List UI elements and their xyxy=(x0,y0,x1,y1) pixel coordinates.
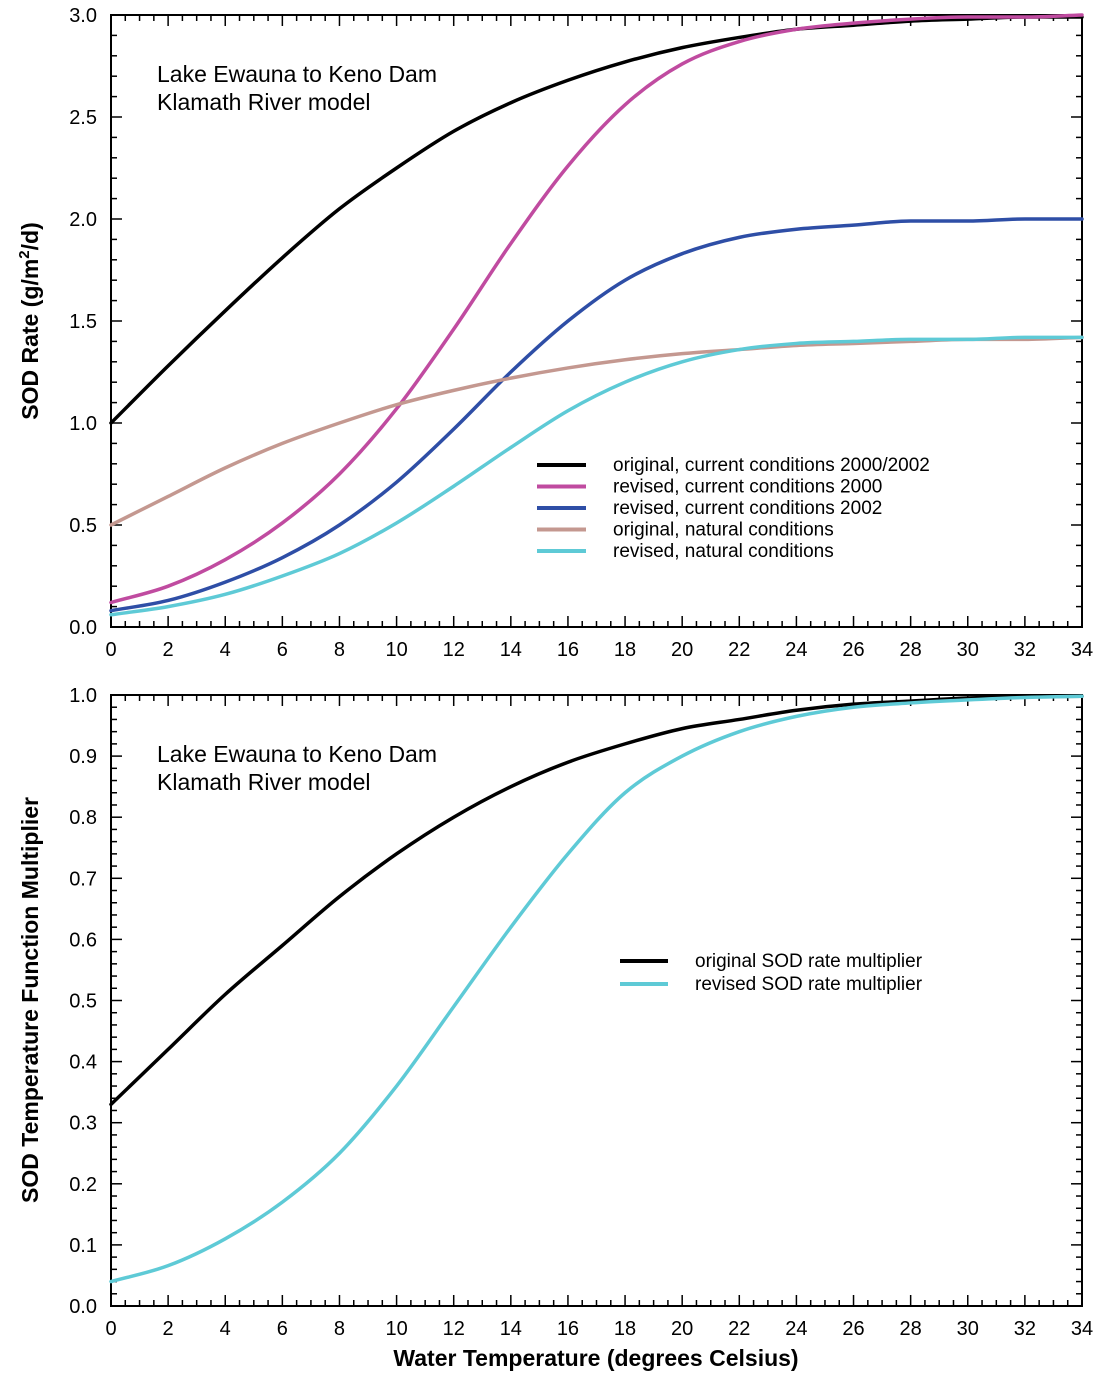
x-tick-label: 10 xyxy=(385,1318,407,1340)
x-tick-label: 14 xyxy=(500,1318,522,1340)
y-tick-label: 0.0 xyxy=(69,1296,97,1318)
x-tick-label: 8 xyxy=(334,1318,345,1340)
x-tick-label: 34 xyxy=(1071,639,1093,661)
x-tick-labels: 0 2 4 6 8 10 12 14 16 18 20 22 24 26 28 30 32 34 xyxy=(105,639,1093,661)
series-line xyxy=(109,15,1084,425)
x-tick-label: 24 xyxy=(785,639,807,661)
x-tick-label: 4 xyxy=(220,1318,231,1340)
x-tick-label: 28 xyxy=(900,1318,922,1340)
y-tick-label: 0.2 xyxy=(69,1174,97,1196)
series-line xyxy=(109,13,1084,605)
x-tick-label: 0 xyxy=(105,1318,116,1340)
series-line xyxy=(109,694,1084,1284)
x-tick-label: 4 xyxy=(220,639,231,661)
multiplier-panel: 0 2 4 6 8 10 12 14 16 18 20 22 24 26 28 30 32 34 0.00.10.… xyxy=(17,685,1093,1371)
y-tick-label: 3.0 xyxy=(69,5,97,27)
x-tick-label: 18 xyxy=(614,1318,636,1340)
y-tick-label: 0.3 xyxy=(69,1113,97,1135)
x-tick-label: 22 xyxy=(728,1318,750,1340)
sod-rate-panel: 0 2 4 6 8 10 12 14 16 18 20 22 24 26 28 30 32 34 0.00.51.… xyxy=(16,5,1093,661)
annotation-line-1: Lake Ewauna to Keno Dam xyxy=(157,61,437,87)
y-axis-title: SOD Temperature Function Multiplier xyxy=(17,797,43,1203)
legend-label: revised, current conditions 2000 xyxy=(613,477,882,498)
x-tick-label: 18 xyxy=(614,639,636,661)
y-tick-label: 0.8 xyxy=(69,807,97,829)
y-tick-label: 0.5 xyxy=(69,515,97,537)
x-tick-label: 28 xyxy=(900,639,922,661)
x-tick-label: 20 xyxy=(671,639,693,661)
legend-label: revised SOD rate multiplier xyxy=(695,974,923,995)
x-tick-label: 24 xyxy=(785,1318,807,1340)
series-line xyxy=(109,217,1084,613)
x-tick-label: 14 xyxy=(500,639,522,661)
y-tick-label: 0.4 xyxy=(69,1052,97,1074)
y-tick-label: 2.5 xyxy=(69,107,97,129)
y-tick-labels: 0.0 0.1 0.2 0.3 0.4 0.5 0.6 0.7 0.8 0.9 1.0 xyxy=(69,685,97,1318)
x-tick-label: 34 xyxy=(1071,1318,1093,1340)
legend-label: revised, current conditions 2002 xyxy=(613,498,882,519)
x-tick-label: 22 xyxy=(728,639,750,661)
series-line xyxy=(109,335,1084,527)
legend-label: original SOD rate multiplier xyxy=(695,951,923,972)
y-tick-label: 0.0 xyxy=(69,617,97,639)
axis-ticks xyxy=(110,694,1083,1307)
x-tick-label: 26 xyxy=(842,639,864,661)
legend: original, current conditions 2000/2002re… xyxy=(537,455,930,562)
x-tick-label: 16 xyxy=(557,639,579,661)
x-tick-label: 6 xyxy=(277,1318,288,1340)
y-tick-label: 0.6 xyxy=(69,929,97,951)
x-tick-label: 32 xyxy=(1014,1318,1036,1340)
y-axis-title: SOD Rate (g/m2/d) xyxy=(16,222,43,419)
series-line xyxy=(109,694,1084,1107)
annotation-line-1: Lake Ewauna to Keno Dam xyxy=(157,741,437,767)
y-tick-label: 1.5 xyxy=(69,311,97,333)
legend-label: revised, natural conditions xyxy=(613,541,834,562)
y-tick-label: 0.5 xyxy=(69,991,97,1013)
y-tick-label: 0.7 xyxy=(69,868,97,890)
y-tick-label: 1.0 xyxy=(69,413,97,435)
x-tick-label: 30 xyxy=(957,1318,979,1340)
x-tick-label: 6 xyxy=(277,639,288,661)
legend-label: original, current conditions 2000/2002 xyxy=(613,455,930,476)
series-line xyxy=(109,335,1084,617)
x-tick-label: 32 xyxy=(1014,639,1036,661)
x-tick-labels: 0 2 4 6 8 10 12 14 16 18 20 22 24 26 28 30 32 34 xyxy=(105,1318,1093,1340)
x-tick-label: 8 xyxy=(334,639,345,661)
x-tick-label: 26 xyxy=(842,1318,864,1340)
series-lines xyxy=(109,694,1084,1284)
legend-label: original, natural conditions xyxy=(613,520,834,541)
x-tick-label: 12 xyxy=(443,639,465,661)
y-tick-label: 1.0 xyxy=(69,685,97,707)
x-tick-label: 16 xyxy=(557,1318,579,1340)
series-lines xyxy=(109,13,1084,617)
x-tick-label: 12 xyxy=(443,1318,465,1340)
x-tick-label: 30 xyxy=(957,639,979,661)
annotation-line-2: Klamath River model xyxy=(157,769,370,795)
y-tick-label: 0.1 xyxy=(69,1235,97,1257)
y-tick-labels: 0.0 0.5 1.0 1.5 2.0 2.5 3.0 xyxy=(69,5,97,639)
x-tick-label: 2 xyxy=(163,639,174,661)
x-tick-label: 2 xyxy=(163,1318,174,1340)
annotation-line-2: Klamath River model xyxy=(157,89,370,115)
x-tick-label: 0 xyxy=(105,639,116,661)
y-tick-label: 2.0 xyxy=(69,209,97,231)
y-tick-label: 0.9 xyxy=(69,746,97,768)
x-axis-title: Water Temperature (degrees Celsius) xyxy=(393,1345,798,1371)
x-tick-label: 20 xyxy=(671,1318,693,1340)
x-tick-label: 10 xyxy=(385,639,407,661)
